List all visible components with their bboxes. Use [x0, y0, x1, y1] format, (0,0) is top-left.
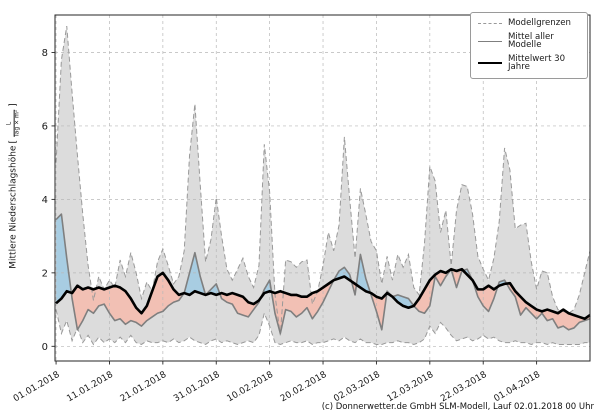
x-tick-label: 12.03.2018	[386, 370, 436, 405]
y-tick-label: 6	[42, 121, 48, 132]
unit-fraction: L Tag × m²	[5, 109, 22, 138]
x-tick-label: 10.02.2018	[226, 370, 276, 405]
copyright-credit: (c) Donnerwetter.de GmbH SLM-Modell, Lau…	[321, 402, 594, 412]
legend-item-mittel-aller-modelle: Mittel aller Modelle	[478, 31, 580, 51]
dashed-line-sample	[478, 22, 502, 24]
legend-label: Mittelwert 30 Jahre	[508, 53, 566, 73]
y-tick-label: 4	[42, 195, 48, 206]
y-tick-label: 8	[42, 48, 48, 59]
legend-item-modellgrenzen: Modellgrenzen	[478, 19, 580, 28]
model-bound-lines	[55, 25, 591, 346]
x-tick-label: 31.01.2018	[172, 370, 222, 405]
unit-numerator: L	[5, 121, 13, 126]
unit-open-bracket: [	[9, 140, 19, 144]
unit-denominator: Tag × m²	[13, 109, 22, 138]
plot-border	[54, 14, 591, 362]
unit-close-bracket: ]	[9, 103, 19, 107]
model-mean-line	[55, 213, 591, 335]
black-line-sample	[478, 62, 502, 65]
model-upper-bound-line	[55, 25, 591, 336]
mean-30-years-line	[55, 267, 591, 321]
legend: Modellgrenzen Mittel aller Modelle Mitte…	[470, 12, 588, 79]
gray-line-sample	[478, 40, 502, 42]
legend-label: Modellgrenzen	[508, 18, 571, 28]
y-tick-label: 0	[42, 342, 48, 353]
x-tick-label: 22.03.2018	[439, 370, 489, 405]
x-tick-label: 21.01.2018	[119, 370, 169, 405]
x-tick-label: 01.01.2018	[12, 370, 62, 405]
y-tick-labels: 0 2 4 6 8	[42, 48, 48, 353]
x-tick-label: 01.04.2018	[492, 370, 542, 405]
model-range-band	[56, 26, 590, 345]
x-tick-label: 11.01.2018	[65, 370, 115, 405]
y-axis-label: Mittlere Niederschlagshöhe [ L Tag × m² …	[5, 103, 22, 269]
axis-ticks	[51, 52, 538, 365]
x-tick-label: 20.02.2018	[279, 370, 329, 405]
y-tick-label: 2	[42, 268, 48, 279]
y-axis-label-text: Mittlere Niederschlagshöhe	[9, 145, 19, 269]
below-normal-fill	[71, 269, 590, 334]
x-tick-label: 02.03.2018	[332, 370, 382, 405]
model-lower-bound-line	[55, 309, 590, 346]
legend-label: Mittel aller Modelle	[508, 31, 554, 51]
x-tick-labels: 01.01.2018 11.01.2018 21.01.2018 31.01.2018…	[12, 370, 542, 405]
legend-item-mittelwert-30-jahre: Mittelwert 30 Jahre	[478, 53, 580, 73]
